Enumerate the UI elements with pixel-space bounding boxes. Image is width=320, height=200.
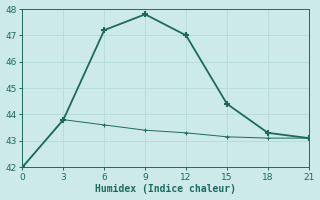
X-axis label: Humidex (Indice chaleur): Humidex (Indice chaleur) xyxy=(95,184,236,194)
